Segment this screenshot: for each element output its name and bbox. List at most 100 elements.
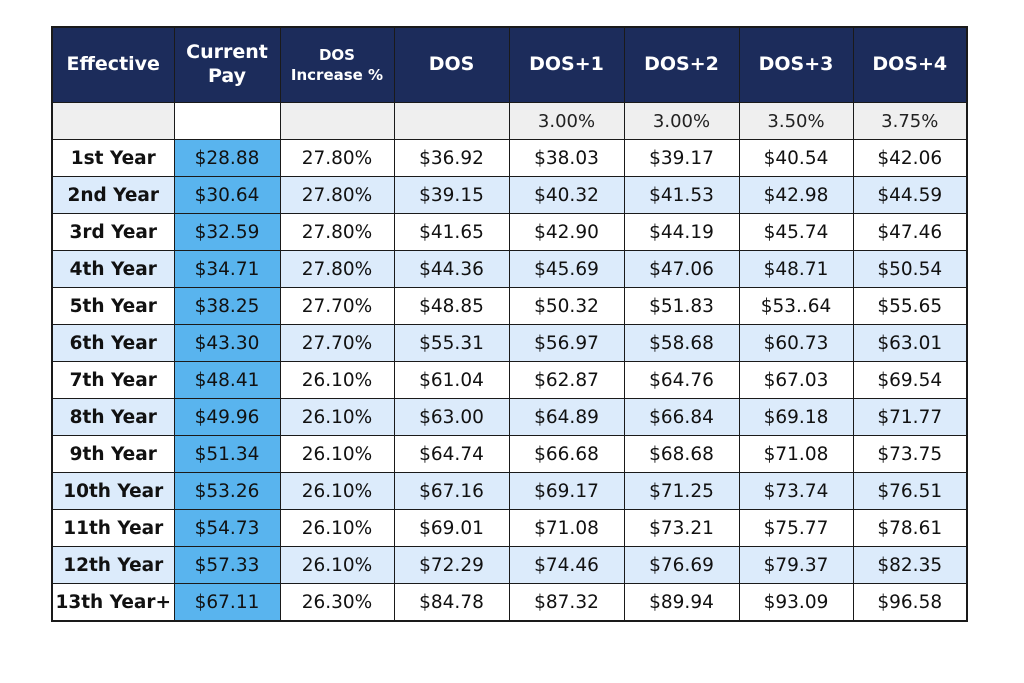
pay-rate-cell: $69.17 bbox=[508, 472, 625, 510]
pay-rate-cell: $48.85 bbox=[393, 287, 510, 325]
pay-rate-cell: $48.71 bbox=[738, 250, 854, 288]
dos-increase-cell: 26.10% bbox=[279, 361, 395, 399]
pay-rate-cell: $78.61 bbox=[852, 509, 968, 547]
header-current-pay: Current Pay bbox=[173, 26, 281, 103]
row-label: 13th Year+ bbox=[51, 583, 175, 622]
dos-increase-cell: 26.30% bbox=[279, 583, 395, 622]
header-dos: DOS bbox=[393, 26, 510, 103]
pay-rate-cell: $79.37 bbox=[738, 546, 854, 584]
pay-rate-cell: $69.54 bbox=[852, 361, 968, 399]
increase-rate-cell bbox=[173, 102, 281, 140]
current-pay-cell: $57.33 bbox=[173, 546, 281, 584]
row-label: 1st Year bbox=[51, 139, 175, 177]
pay-rate-cell: $69.18 bbox=[738, 398, 854, 436]
increase-rate-cell: 3.50% bbox=[738, 102, 854, 140]
current-pay-cell: $49.96 bbox=[173, 398, 281, 436]
pay-rate-cell: $67.16 bbox=[393, 472, 510, 510]
current-pay-cell: $38.25 bbox=[173, 287, 281, 325]
pay-rate-cell: $63.00 bbox=[393, 398, 510, 436]
table-header: Effective Current Pay DOS Increase % DOS DOS+1… bbox=[51, 26, 968, 103]
pay-rate-cell: $71.25 bbox=[623, 472, 740, 510]
pay-rate-cell: $64.76 bbox=[623, 361, 740, 399]
current-pay-cell: $43.30 bbox=[173, 324, 281, 362]
pay-rate-cell: $39.17 bbox=[623, 139, 740, 177]
table-row: 8th Year $49.96 26.10% $63.00 $64.89 $66.84 $6… bbox=[51, 398, 968, 436]
table-body: 3.00% 3.00% 3.50% 3.75% 1st Year $28.88 27.80… bbox=[51, 102, 968, 622]
dos-increase-cell: 27.80% bbox=[279, 213, 395, 251]
pay-rate-cell: $82.35 bbox=[852, 546, 968, 584]
pay-rate-cell: $44.59 bbox=[852, 176, 968, 214]
increase-rate-cell bbox=[393, 102, 510, 140]
current-pay-cell: $48.41 bbox=[173, 361, 281, 399]
dos-increase-cell: 27.80% bbox=[279, 139, 395, 177]
row-label: 4th Year bbox=[51, 250, 175, 288]
pay-rate-cell: $68.68 bbox=[623, 435, 740, 473]
row-label: 6th Year bbox=[51, 324, 175, 362]
header-label: Current Pay bbox=[186, 41, 268, 87]
row-label: 12th Year bbox=[51, 546, 175, 584]
pay-rate-cell: $50.54 bbox=[852, 250, 968, 288]
pay-rate-cell: $44.19 bbox=[623, 213, 740, 251]
header-effective: Effective bbox=[51, 26, 175, 103]
pay-rate-cell: $62.87 bbox=[508, 361, 625, 399]
current-pay-cell: $67.11 bbox=[173, 583, 281, 622]
header-dos-plus-3: DOS+3 bbox=[738, 26, 854, 103]
pay-rate-cell: $40.54 bbox=[738, 139, 854, 177]
table-row: 11th Year $54.73 26.10% $69.01 $71.08 $73.21 $… bbox=[51, 509, 968, 547]
pay-rate-cell: $64.74 bbox=[393, 435, 510, 473]
pay-rate-cell: $60.73 bbox=[738, 324, 854, 362]
pay-rate-cell: $47.06 bbox=[623, 250, 740, 288]
pay-rate-cell: $84.78 bbox=[393, 583, 510, 622]
pay-rate-cell: $63.01 bbox=[852, 324, 968, 362]
current-pay-cell: $28.88 bbox=[173, 139, 281, 177]
table-row: 6th Year $43.30 27.70% $55.31 $56.97 $58.68 $6… bbox=[51, 324, 968, 362]
current-pay-cell: $30.64 bbox=[173, 176, 281, 214]
dos-increase-cell: 26.10% bbox=[279, 472, 395, 510]
dos-increase-cell: 26.10% bbox=[279, 509, 395, 547]
increase-rate-cell bbox=[51, 102, 175, 140]
pay-rate-cell: $89.94 bbox=[623, 583, 740, 622]
pay-rate-cell: $38.03 bbox=[508, 139, 625, 177]
pay-rate-cell: $75.77 bbox=[738, 509, 854, 547]
pay-rate-cell: $73.75 bbox=[852, 435, 968, 473]
pay-rate-cell: $87.32 bbox=[508, 583, 625, 622]
table-row: 12th Year $57.33 26.10% $72.29 $74.46 $76.69 $… bbox=[51, 546, 968, 584]
current-pay-cell: $32.59 bbox=[173, 213, 281, 251]
pay-rate-cell: $71.08 bbox=[738, 435, 854, 473]
pay-rate-cell: $74.46 bbox=[508, 546, 625, 584]
header-dos-plus-4: DOS+4 bbox=[852, 26, 968, 103]
pay-rate-cell: $76.69 bbox=[623, 546, 740, 584]
current-pay-cell: $53.26 bbox=[173, 472, 281, 510]
pay-rate-cell: $50.32 bbox=[508, 287, 625, 325]
table-row: 5th Year $38.25 27.70% $48.85 $50.32 $51.83 $5… bbox=[51, 287, 968, 325]
header-label: DOS Increase % bbox=[290, 45, 384, 84]
header-dos-plus-2: DOS+2 bbox=[623, 26, 740, 103]
increase-rate-cell: 3.75% bbox=[852, 102, 968, 140]
pay-rate-cell: $42.98 bbox=[738, 176, 854, 214]
current-pay-cell: $34.71 bbox=[173, 250, 281, 288]
header-row: Effective Current Pay DOS Increase % DOS DOS+1… bbox=[51, 26, 968, 103]
row-label: 7th Year bbox=[51, 361, 175, 399]
table-row: 2nd Year $30.64 27.80% $39.15 $40.32 $41.53 $4… bbox=[51, 176, 968, 214]
pay-rate-cell: $41.53 bbox=[623, 176, 740, 214]
pay-rate-cell: $69.01 bbox=[393, 509, 510, 547]
pay-rate-cell: $64.89 bbox=[508, 398, 625, 436]
pay-rate-cell: $96.58 bbox=[852, 583, 968, 622]
increase-rate-row: 3.00% 3.00% 3.50% 3.75% bbox=[51, 102, 968, 140]
pay-rate-cell: $51.83 bbox=[623, 287, 740, 325]
pay-scale-table: Effective Current Pay DOS Increase % DOS DOS+1… bbox=[51, 26, 968, 622]
row-label: 3rd Year bbox=[51, 213, 175, 251]
pay-rate-cell: $67.03 bbox=[738, 361, 854, 399]
pay-rate-cell: $56.97 bbox=[508, 324, 625, 362]
current-pay-cell: $51.34 bbox=[173, 435, 281, 473]
pay-rate-cell: $42.90 bbox=[508, 213, 625, 251]
increase-rate-cell: 3.00% bbox=[508, 102, 625, 140]
pay-rate-cell: $55.65 bbox=[852, 287, 968, 325]
pay-table-container: Effective Current Pay DOS Increase % DOS DOS+1… bbox=[51, 26, 968, 622]
pay-rate-cell: $41.65 bbox=[393, 213, 510, 251]
row-label: 10th Year bbox=[51, 472, 175, 510]
row-label: 8th Year bbox=[51, 398, 175, 436]
pay-rate-cell: $66.84 bbox=[623, 398, 740, 436]
pay-rate-cell: $36.92 bbox=[393, 139, 510, 177]
table-row: 13th Year+ $67.11 26.30% $84.78 $87.32 $89.94… bbox=[51, 583, 968, 622]
